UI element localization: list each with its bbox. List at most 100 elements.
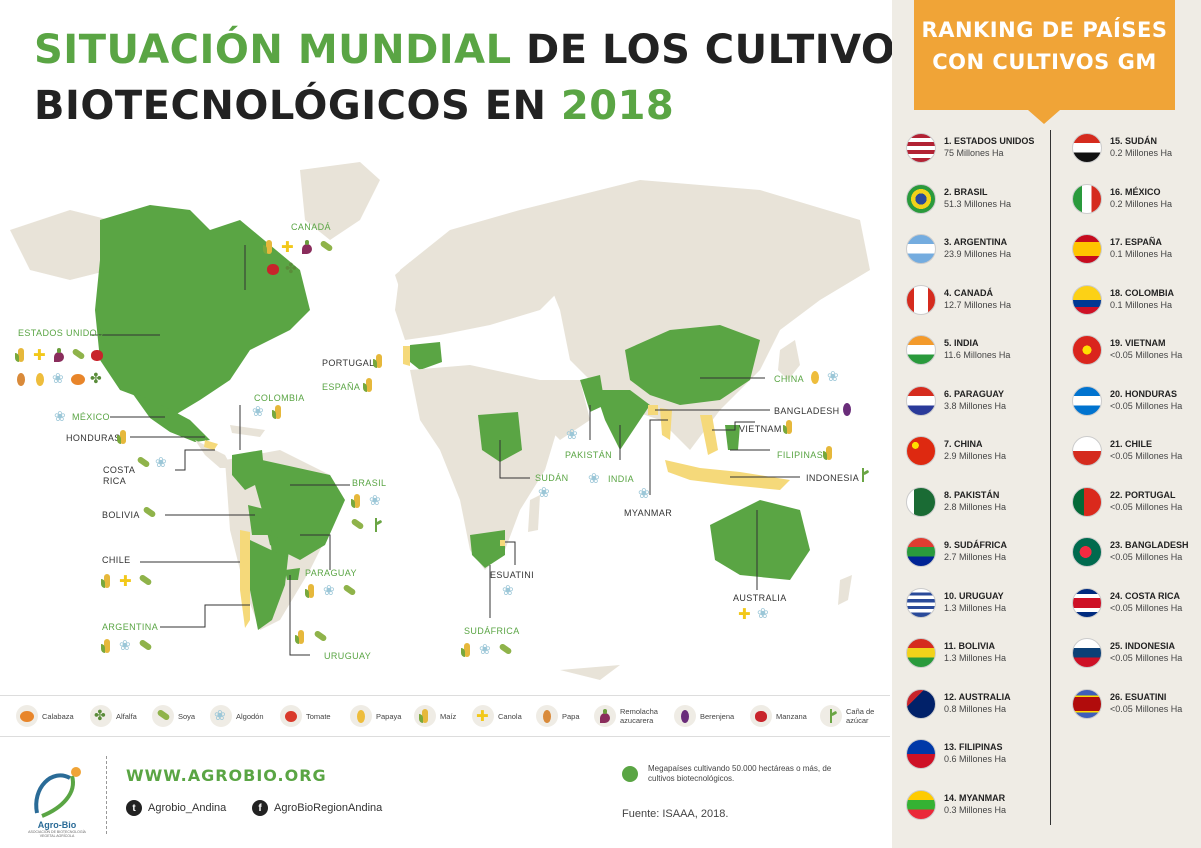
world-map[interactable] <box>0 150 890 690</box>
label-chile: CHILE <box>102 555 131 565</box>
label-estados-unidos: ESTADOS UNIDOS <box>18 328 104 338</box>
cotton-icon <box>566 426 580 443</box>
megacountries-legend-dot <box>622 766 638 782</box>
label-canada: CANADÁ <box>291 222 331 232</box>
crops-espana <box>362 378 376 392</box>
website-link[interactable]: WWW.AGROBIO.ORG <box>126 766 327 785</box>
soy-icon <box>498 643 512 657</box>
source-note: Fuente: ISAAA, 2018. <box>622 808 729 820</box>
tomato-icon <box>284 709 298 723</box>
crops-uruguay <box>294 630 327 644</box>
region-indonesia <box>665 460 790 490</box>
label-esuatini: ESUATINI <box>490 570 535 580</box>
rank-country: 2. BRASIL <box>944 186 988 197</box>
title-text-2: BIOTECNOLÓGICOS EN <box>34 83 561 129</box>
leader-esuatini <box>505 541 516 565</box>
leader-vietnam <box>712 421 755 431</box>
rank-entry: 3. ARGENTINA 23.9 Millones Ha <box>906 231 1056 271</box>
region-australia <box>710 500 810 580</box>
canola-icon <box>119 572 133 590</box>
crops-bolivia <box>142 506 156 520</box>
rank-hectares: <0.05 Millones Ha <box>1110 501 1183 512</box>
legend-item-canola: Canola <box>472 705 522 727</box>
facebook-link[interactable]: f AgroBioRegionAndina <box>252 800 382 816</box>
crops-argentina <box>100 637 152 654</box>
corn-icon <box>100 639 114 653</box>
crops-mexico <box>54 408 68 425</box>
leader-uruguay <box>289 575 310 656</box>
footer: Agro-Bio ASOCIACIÓN DE BIOTECNOLOGÍA VEG… <box>0 740 890 848</box>
legend-item-remolacha: Remolacha azucarera <box>594 705 660 727</box>
region-south-africa <box>470 530 505 568</box>
rank-country: 16. MÉXICO <box>1110 186 1161 197</box>
soy-icon <box>319 240 333 254</box>
rank-hectares: <0.05 Millones Ha <box>1110 602 1183 613</box>
rank-hectares: 2.8 Millones Ha <box>944 501 1007 512</box>
rank-entry: 15. SUDÁN 0.2 Millones Ha <box>1072 130 1201 170</box>
land-southern-islands <box>560 665 620 680</box>
legend-item-calabaza: Calabaza <box>16 705 74 727</box>
soy-icon <box>156 709 170 723</box>
label-brasil: BRASIL <box>352 478 387 488</box>
legend-label: Soya <box>178 711 196 721</box>
rank-entry: 12. AUSTRALIA 0.8 Millones Ha <box>906 686 1056 726</box>
title-line-1: SITUACIÓN MUNDIAL DE LOS CULTIVOS <box>34 22 925 78</box>
rank-hectares: <0.05 Millones Ha <box>1110 400 1183 411</box>
rank-entry: 19. VIETNAM <0.05 Millones Ha <box>1072 332 1201 372</box>
rank-country: 4. CANADÁ <box>944 287 994 298</box>
label-sudafrica: SUDÁFRICA <box>464 626 520 636</box>
pumpkin-icon <box>20 709 34 723</box>
cotton-icon <box>369 492 383 509</box>
papaya-icon <box>33 372 47 386</box>
flag-icon <box>906 183 936 214</box>
rank-hectares: 0.2 Millones Ha <box>1110 148 1173 158</box>
land-asia <box>520 180 870 450</box>
crops-honduras <box>116 430 130 444</box>
twitter-link[interactable]: t Agrobio_Andina <box>126 800 226 816</box>
agrobio-logo[interactable]: Agro-Bio ASOCIACIÓN DE BIOTECNOLOGÍA VEG… <box>22 758 92 838</box>
region-bangladesh <box>648 405 658 415</box>
legend-item-algodon: Algodón <box>210 705 264 727</box>
label-bolivia: BOLIVIA <box>102 510 140 520</box>
beet-icon <box>598 709 612 723</box>
legend-label: Papaya <box>376 711 402 721</box>
region-spain <box>410 342 442 370</box>
sugarcane-icon <box>824 709 838 723</box>
leader-sudan <box>499 440 530 479</box>
rank-entry: 4. CANADÁ 12.7 Millones Ha <box>906 282 1056 322</box>
land-arabia <box>530 380 590 440</box>
rank-entry: 18. COLOMBIA 0.1 Millones Ha <box>1072 282 1201 322</box>
canola-icon <box>33 346 47 364</box>
rank-country: 13. FILIPINAS <box>944 742 1003 752</box>
legend-label: Algodón <box>236 711 264 721</box>
rank-hectares: <0.05 Millones Ha <box>1110 653 1183 663</box>
rank-hectares: 11.6 Millones Ha <box>944 350 1011 360</box>
cotton-icon <box>54 408 68 425</box>
label-indonesia: INDONESIA <box>806 473 860 483</box>
rank-hectares: 0.1 Millones Ha <box>1110 299 1173 310</box>
land-europe <box>395 210 570 340</box>
rank-country: 21. CHILE <box>1110 439 1153 449</box>
rank-hectares: 75 Millones Ha <box>944 148 1004 158</box>
cotton-icon <box>479 641 493 658</box>
apple-icon <box>90 348 104 362</box>
ranking-title-2: CON CULTIVOS GM <box>932 50 1157 74</box>
label-paraguay: PARAGUAY <box>305 568 357 578</box>
corn-icon <box>116 430 130 444</box>
flag-icon <box>1072 587 1102 618</box>
region-china <box>625 325 760 405</box>
rank-country: 1. ESTADOS UNIDOS <box>944 136 1035 146</box>
crops-australia <box>738 605 771 623</box>
flag-icon <box>1072 486 1102 517</box>
rank-hectares: 1.3 Millones Ha <box>944 602 1007 613</box>
corn-icon <box>294 630 308 644</box>
region-bolivia <box>248 505 272 535</box>
rank-entry: 10. URUGUAY 1.3 Millones Ha <box>906 585 1056 625</box>
region-mexico <box>130 390 210 442</box>
rank-hectares: 0.6 Millones Ha <box>944 754 1007 764</box>
legend-item-soya: Soya <box>152 705 195 727</box>
facebook-handle: AgroBioRegionAndina <box>274 802 383 814</box>
legend-item-manzana: Manzana <box>750 705 807 727</box>
rank-country: 7. CHINA <box>944 439 983 449</box>
rank-country: 18. COLOMBIA <box>1110 287 1175 298</box>
